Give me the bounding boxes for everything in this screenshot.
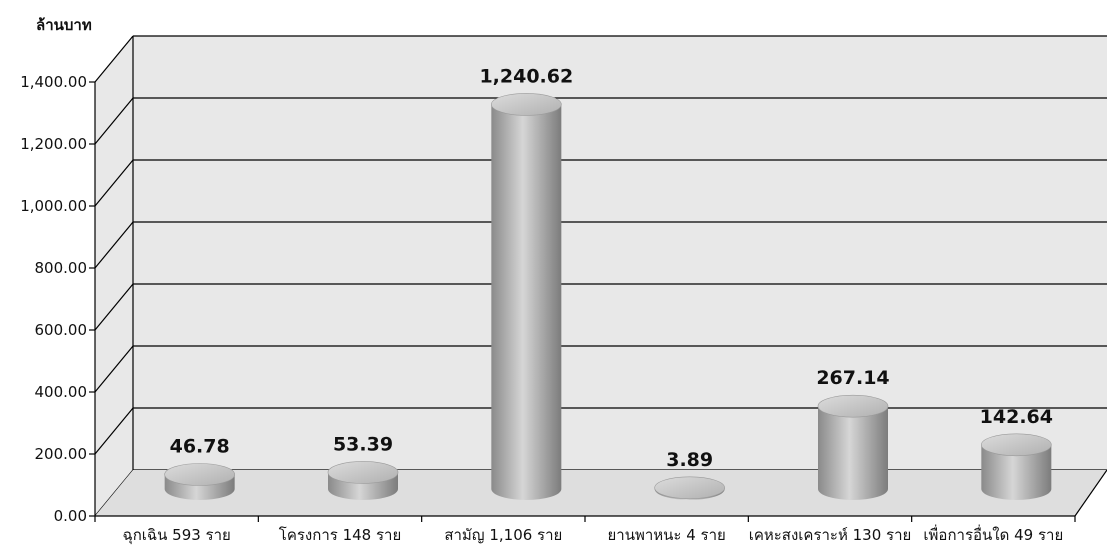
bar-4 xyxy=(817,394,889,500)
y-tick-label: 1,200.00 xyxy=(20,135,87,153)
y-tick-label: 1,400.00 xyxy=(20,73,87,91)
bar-value-label: 53.39 xyxy=(333,433,393,455)
y-tick-label: 400.00 xyxy=(35,383,88,401)
bar-body xyxy=(491,104,562,501)
bar-value-label: 142.64 xyxy=(980,406,1053,428)
x-category-label: ฉุกเฉิน 593 ราย xyxy=(122,526,230,545)
y-tick-label: 800.00 xyxy=(35,259,88,277)
x-category-label: สามัญ 1,106 ราย xyxy=(444,526,562,544)
bar-value-label: 46.78 xyxy=(170,435,230,457)
bar-value-label: 3.89 xyxy=(666,449,713,471)
x-category-label: เคหะสงเคราะห์ 130 ราย xyxy=(749,526,912,544)
back-wall xyxy=(133,36,1107,470)
gridline-depth xyxy=(94,159,134,207)
gridline-depth xyxy=(94,221,134,269)
floor-right-edge xyxy=(1074,469,1107,517)
x-category-label: เพื่อการอื่นใด 49 ราย xyxy=(923,524,1063,544)
bar-cap xyxy=(327,461,399,484)
bar-cap xyxy=(654,476,725,500)
bar-5 xyxy=(981,433,1052,500)
bar-2 xyxy=(491,93,562,501)
gridline-depth xyxy=(94,283,134,331)
bar-value-label: 267.14 xyxy=(816,367,889,389)
x-category-label: โครงการ 148 ราย xyxy=(279,526,401,544)
bar-0 xyxy=(164,463,235,501)
gridline-depth xyxy=(94,97,134,145)
y-tick-label: 1,000.00 xyxy=(20,197,87,215)
bar-cap xyxy=(981,433,1052,457)
gridline-depth xyxy=(94,345,134,393)
bar-cap xyxy=(164,463,235,486)
bar-cap xyxy=(817,394,889,418)
gridline-depth xyxy=(94,35,134,83)
bar-value-label: 1,240.62 xyxy=(479,65,573,87)
y-tick-label: 600.00 xyxy=(35,321,88,339)
bar-1 xyxy=(327,461,399,500)
bar-body xyxy=(981,444,1052,500)
side-wall xyxy=(95,36,133,516)
x-category-label: ยานพาหนะ 4 ราย xyxy=(608,526,726,544)
floor xyxy=(95,470,1107,516)
gridline-depth xyxy=(94,407,134,455)
y-tick-label: 200.00 xyxy=(35,445,88,463)
bar-3 xyxy=(654,476,725,501)
y-tick-label: 0.00 xyxy=(54,507,87,525)
bar-cap xyxy=(491,93,562,116)
y-axis-unit-label: ล้านบาท xyxy=(36,16,92,34)
bar-body xyxy=(818,406,888,500)
